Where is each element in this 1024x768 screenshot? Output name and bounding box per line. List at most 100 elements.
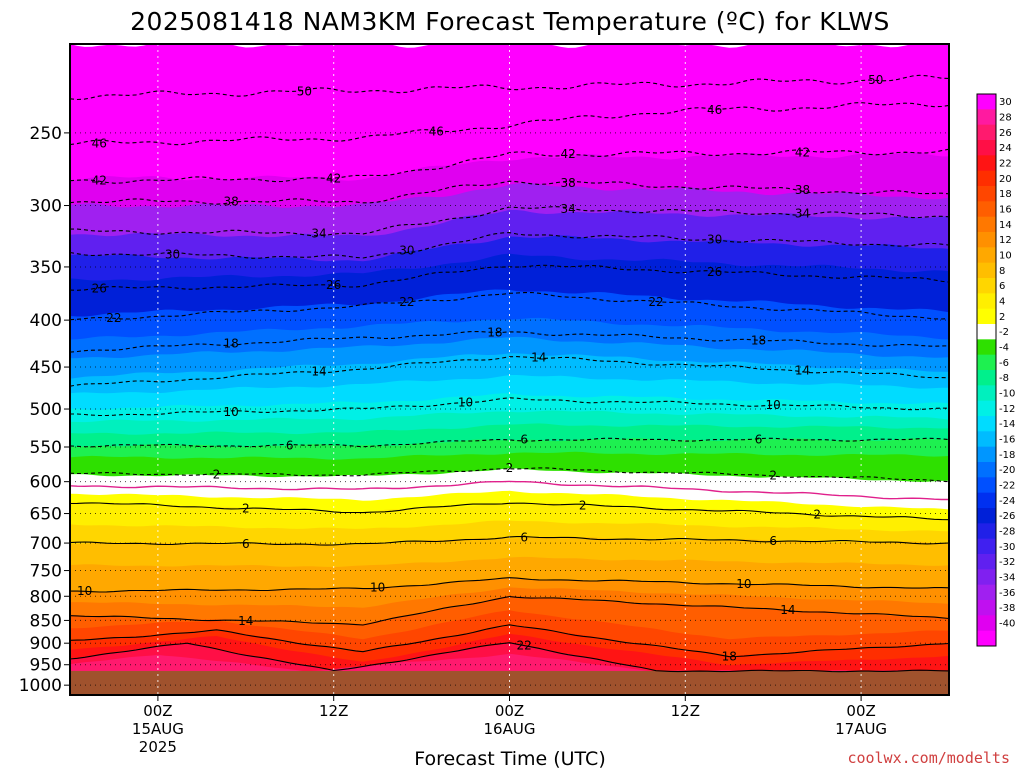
colorbar-label-6: 18 [999,189,1012,200]
colorbar-label-26: -24 [999,496,1015,507]
y-tick-label-500: 500 [30,400,62,420]
y-tick-label-550: 550 [30,438,62,458]
colorbar-swatch-0 [977,94,996,110]
colorbar-label-24: -20 [999,465,1015,476]
isotherm-label--22-2: 22 [648,295,663,309]
colorbar-label-10: 10 [999,251,1012,262]
colorbar-label-4: 22 [999,159,1012,170]
isotherm-label--30-0: 30 [165,248,180,262]
colorbar-label-34: -40 [999,619,1015,630]
y-tick-label-250: 250 [30,124,62,144]
colorbar-frame [976,93,997,647]
colorbar-label-5: 20 [999,174,1012,185]
colorbar-label-25: -22 [999,481,1015,492]
isotherm-label-2-2: 2 [813,508,821,522]
chart-title: 2025081418 NAM3KM Forecast Temperature (… [130,7,890,36]
colorbar-label-18: -8 [999,373,1009,384]
isotherm-label--18-1: 18 [487,325,502,339]
colorbar-swatch-29 [977,538,996,555]
isotherm-line--42 [70,148,949,184]
colorbar-label-32: -36 [999,588,1015,599]
colorbar-swatch-8 [977,216,996,233]
colorbar-swatch-32 [977,584,996,601]
colorbar-label-14: 2 [999,312,1005,323]
colorbar-label-28: -28 [999,527,1015,538]
x-tick-label-0-1: 15AUG [132,720,184,738]
colorbar: 30 28 26 24 22 20 18 16 14 12 10 8 6 4 2 -2 -4 -6 -8 -10 -12… [976,93,1015,647]
colorbar-swatch-24 [977,462,996,478]
colorbar-label-22: -16 [999,435,1015,446]
x-tick-label-0-2: 2025 [139,738,177,756]
colorbar-swatch-34 [977,615,996,632]
isotherm-label-22-0: 22 [517,638,532,652]
colorbar-swatch-35 [977,630,996,647]
isotherm-label-2-1: 2 [579,498,587,512]
colorbar-swatch-12 [977,278,996,294]
x-tick-label-4-1: 17AUG [835,720,887,738]
isotherm-label--14-2: 14 [795,364,810,378]
colorbar-label-11: 8 [999,266,1005,277]
colorbar-label-2: 26 [999,128,1012,139]
isotherm-label--18-0: 18 [224,337,239,351]
isotherm-label--6-1: 6 [520,433,528,447]
colorbar-label-33: -38 [999,603,1015,614]
isotherm-label--2-0: 2 [213,467,221,481]
isotherm-label--30-2: 30 [707,232,722,246]
y-tick-label-900: 900 [30,634,62,654]
colorbar-swatch-18 [977,370,996,386]
isotherm-line--38 [70,180,949,205]
x-tick-label-2-1: 16AUG [484,720,536,738]
isotherm-label--22-0: 22 [106,311,121,325]
y-tick-label-800: 800 [30,587,62,607]
colorbar-label-12: 6 [999,281,1005,292]
isotherm-label--34-1: 34 [560,202,575,216]
colorbar-swatch-13 [977,293,996,310]
isotherm-label-10-2: 10 [736,577,751,591]
y-tick-label-1000: 1000 [19,676,62,696]
isotherm-label--50-1: 50 [868,73,883,87]
colorbar-swatch-31 [977,569,996,586]
isotherm-label--38-2: 38 [795,183,810,197]
colorbar-swatch-23 [977,446,996,463]
colorbar-swatch-10 [977,247,996,264]
isotherm-line--30 [70,232,949,259]
isotherm-label--42-0: 42 [92,174,107,188]
isotherm-label--38-0: 38 [224,195,239,209]
y-tick-label-950: 950 [30,656,62,676]
colorbar-label-31: -34 [999,573,1015,584]
isotherm-label--2-1: 2 [506,461,514,475]
colorbar-swatch-21 [977,416,996,432]
isotherm-label--10-2: 10 [766,398,781,412]
colorbar-swatch-25 [977,477,996,494]
colorbar-label-30: -32 [999,557,1015,568]
isotherm-line-18 [70,624,949,658]
y-tick-label-850: 850 [30,611,62,631]
colorbar-label-15: -2 [999,327,1009,338]
isotherm-line--50 [70,74,949,101]
isotherm-label--14-0: 14 [311,364,326,378]
colorbar-label-19: -10 [999,389,1015,400]
isotherm-line-2 [70,502,949,521]
y-axis-pressure-ticks: 250 300 350 400 450 500 550 600 650 700 750 800 850 9… [19,124,70,696]
colorbar-swatch-28 [977,523,996,540]
x-tick-label-0-0: 00Z [143,702,172,720]
isotherm-label--2-2: 2 [769,469,777,483]
isotherm-label--18-2: 18 [751,334,766,348]
isotherm-label-14-0: 14 [238,614,253,628]
isotherm-label-10-0: 10 [77,584,92,598]
isotherm-label--26-1: 26 [326,278,341,292]
isotherm-label--14-1: 14 [531,351,546,365]
isotherm-line--34 [70,206,949,237]
colorbar-swatch-26 [977,492,996,509]
colorbar-swatch-16 [977,339,996,356]
isotherm-label--6-2: 6 [755,433,763,447]
colorbar-label-21: -14 [999,419,1015,430]
x-tick-label-1-0: 12Z [319,702,348,720]
colorbar-swatch-30 [977,554,996,570]
isotherm-label--46-2: 46 [707,103,722,117]
isotherm-label--38-1: 38 [560,176,575,190]
y-tick-label-300: 300 [30,197,62,217]
colorbar-swatch-14 [977,308,996,325]
colorbar-label-8: 14 [999,220,1012,231]
